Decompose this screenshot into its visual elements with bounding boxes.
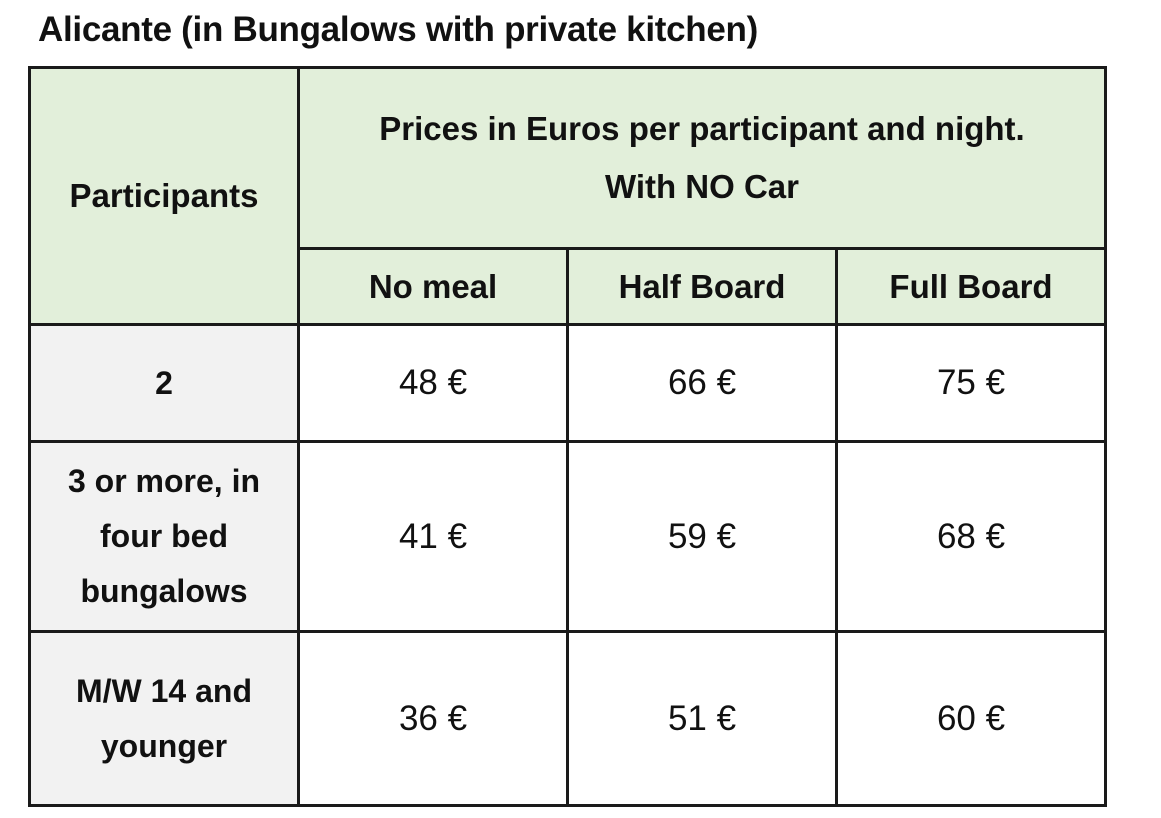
price-cell: 75 € — [835, 323, 1107, 443]
price-cell: 51 € — [566, 630, 838, 807]
price-cell: 59 € — [566, 440, 838, 633]
table-row: 3 or more, in four bed bungalows 41 € 59… — [28, 440, 1107, 633]
header-row: Participants Prices in Euros per partici… — [28, 66, 1107, 326]
price-cell: 68 € — [835, 440, 1107, 633]
price-table: Participants Prices in Euros per partici… — [28, 66, 1107, 807]
price-cell: 41 € — [297, 440, 569, 633]
row-label: M/W 14 and younger — [28, 630, 300, 807]
row-label: 3 or more, in four bed bungalows — [28, 440, 300, 633]
price-cell: 36 € — [297, 630, 569, 807]
price-cell: 60 € — [835, 630, 1107, 807]
header-cell: Prices in Euros per participant and nigh… — [297, 66, 1107, 250]
table-row: 2 48 € 66 € 75 € — [28, 323, 1107, 443]
price-cell: 66 € — [566, 323, 838, 443]
header-line: With NO Car — [604, 168, 800, 205]
table-row: M/W 14 and younger 36 € 51 € 60 € — [28, 630, 1107, 807]
column-header: No meal — [297, 247, 569, 326]
price-cell: 48 € — [297, 323, 569, 443]
column-header: Full Board — [835, 247, 1107, 326]
column-header: Half Board — [566, 247, 838, 326]
header-line: Prices in Euros per participant and nigh… — [379, 110, 1025, 147]
header-cell: Participants — [28, 66, 300, 326]
row-label: 2 — [28, 323, 300, 443]
header-row: No meal Half Board Full Board — [30, 247, 1107, 326]
page-title: Alicante (in Bungalows with private kitc… — [38, 10, 758, 49]
